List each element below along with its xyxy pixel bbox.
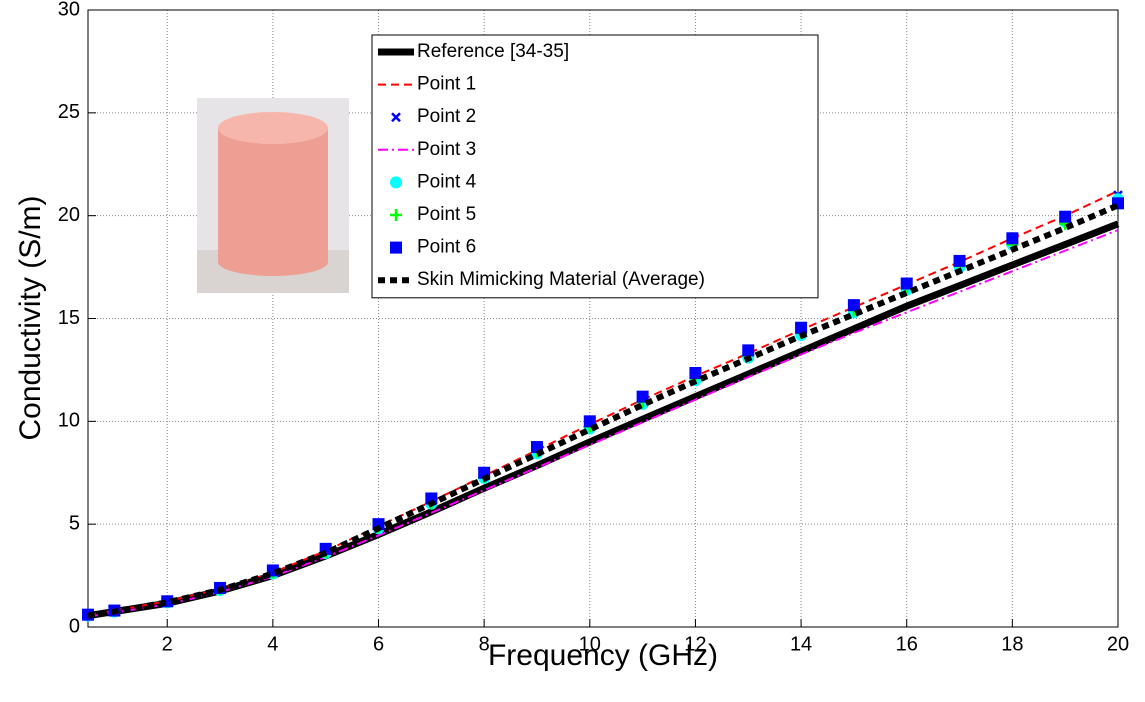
y-tick-label: 15 (58, 307, 80, 329)
y-tick-label: 0 (69, 615, 80, 637)
cylinder-body (218, 128, 328, 276)
x-tick-label: 6 (373, 633, 384, 655)
x-tick-label: 4 (267, 633, 278, 655)
plot-border (87, 9, 1119, 628)
legend-label: Reference [34-35] (417, 41, 569, 62)
legend-label: Point 1 (417, 74, 476, 95)
x-tick-label: 10 (579, 633, 601, 655)
legend-label: Point 4 (417, 171, 477, 192)
y-tick-label: 25 (58, 101, 80, 123)
x-tick-label: 16 (896, 633, 918, 655)
x-tick-label: 12 (684, 633, 706, 655)
y-tick-label: 10 (58, 410, 80, 432)
marker (1059, 210, 1072, 223)
marker (1006, 232, 1019, 245)
marker (847, 299, 860, 312)
y-axis-label: Conductivity (S/m) (14, 195, 47, 440)
series-line (87, 229, 1119, 618)
marker (583, 415, 596, 428)
marker (689, 367, 702, 380)
x-tick-label: 20 (1107, 633, 1129, 655)
marker (795, 321, 808, 334)
series-line (87, 220, 1120, 620)
legend-label: Point 3 (417, 139, 476, 160)
x-tick-label: 2 (162, 633, 173, 655)
cylinder-top (218, 112, 328, 144)
legend-box (371, 34, 819, 299)
x-tick-label: 14 (790, 633, 812, 655)
x-tick-label: 18 (1001, 633, 1023, 655)
marker (391, 112, 401, 123)
y-tick-label: 5 (69, 512, 80, 534)
marker (390, 176, 402, 189)
marker (636, 390, 649, 403)
x-tick-label: 8 (479, 633, 490, 655)
x-axis-label: Frequency (GHz) (488, 639, 718, 672)
marker (390, 209, 402, 221)
marker (742, 344, 755, 357)
legend-label: Point 5 (417, 204, 476, 225)
legend: Reference [34-35] Point 1 Point 2 Point 3 Po… (371, 34, 819, 299)
marker (390, 241, 402, 254)
inset-photo (197, 98, 349, 293)
marker (900, 277, 913, 290)
y-tick-label: 20 (58, 204, 80, 226)
legend-label: Point 2 (417, 106, 476, 127)
marker (953, 254, 966, 267)
y-tick-label: 30 (58, 0, 80, 20)
legend-label: Skin Mimicking Material (Average) (417, 269, 705, 290)
legend-label: Point 6 (417, 237, 476, 258)
